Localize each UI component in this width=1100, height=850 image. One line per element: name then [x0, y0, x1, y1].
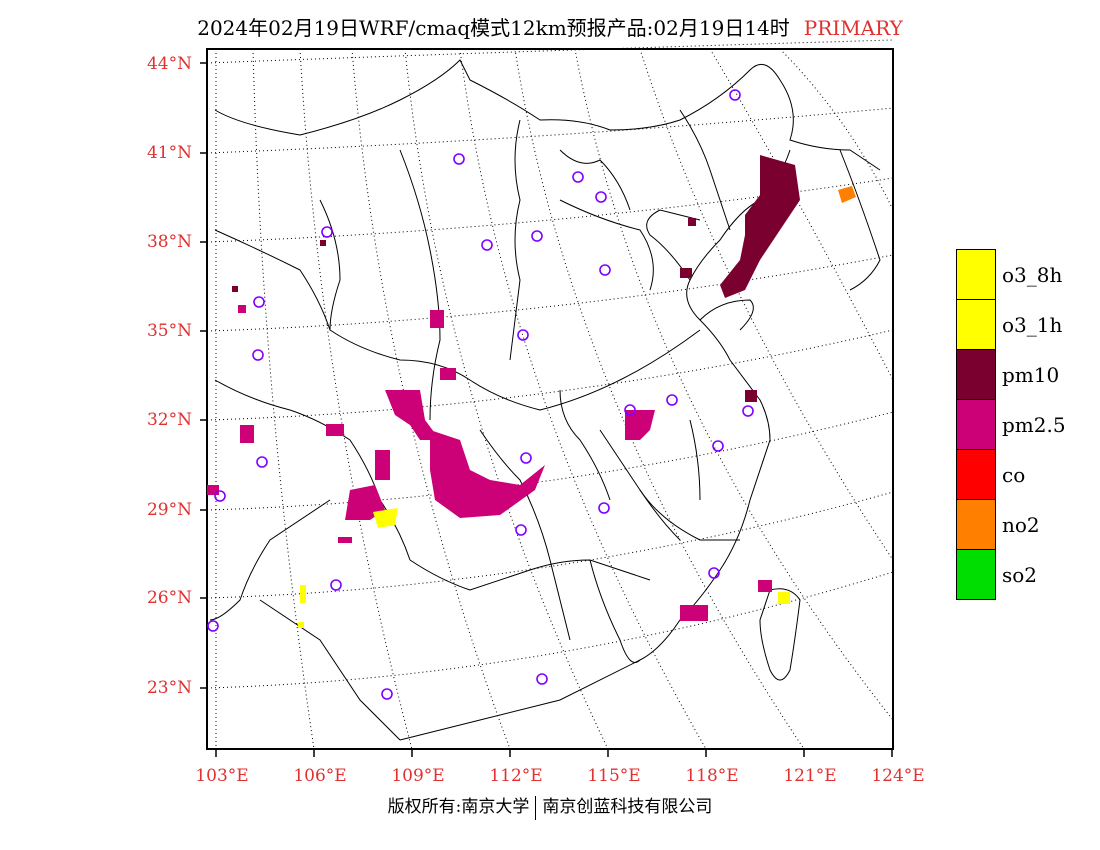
lat-label-23: 23°N	[146, 678, 192, 698]
circle-station-icon	[598, 502, 610, 514]
circle-station-icon	[666, 394, 678, 406]
legend-label: pm10	[1002, 363, 1060, 387]
lon-label-118: 118°E	[685, 766, 739, 786]
lon-label-106: 106°E	[293, 766, 347, 786]
lat-label-35: 35°N	[146, 321, 192, 341]
circle-station-icon	[742, 405, 754, 417]
pm10-areas	[232, 155, 800, 402]
circle-station-icon	[599, 264, 611, 276]
lon-label-124: 124°E	[871, 766, 925, 786]
legend-label: co	[1002, 463, 1026, 487]
circle-station-icon	[207, 620, 219, 632]
circle-station-icon	[214, 490, 226, 502]
legend-label: o3_8h	[1002, 263, 1063, 287]
legend-label: pm2.5	[1002, 413, 1066, 437]
circle-station-icon	[624, 404, 636, 416]
lon-label-112: 112°E	[489, 766, 543, 786]
legend-swatch	[956, 399, 996, 450]
station-markers	[207, 89, 754, 700]
lat-label-41: 41°N	[146, 143, 192, 163]
no2-areas	[838, 186, 856, 203]
lon-label-115: 115°E	[587, 766, 641, 786]
legend-swatch	[956, 549, 996, 600]
lon-label-103: 103°E	[195, 766, 249, 786]
legend-swatch	[956, 299, 996, 350]
circle-station-icon	[381, 688, 393, 700]
legend-swatch	[956, 249, 996, 300]
legend-swatch	[956, 349, 996, 400]
circle-station-icon	[330, 579, 342, 591]
legend-swatch	[956, 449, 996, 500]
circle-station-icon	[572, 171, 584, 183]
circle-station-icon	[515, 524, 527, 536]
circle-station-icon	[712, 440, 724, 452]
copyright-left: 版权所有:南京大学	[387, 797, 530, 817]
circle-station-icon	[517, 329, 529, 341]
lat-label-44: 44°N	[146, 54, 192, 74]
lon-label-121: 121°E	[783, 766, 837, 786]
lat-label-26: 26°N	[146, 588, 192, 608]
map-title: 2024年02月19日WRF/cmaq模式12km预报产品:02月19日14时 P…	[0, 12, 1100, 41]
legend-label: so2	[1002, 563, 1038, 587]
pm25-areas	[207, 305, 772, 621]
map-frame	[206, 48, 894, 750]
circle-station-icon	[536, 673, 548, 685]
legend-label: no2	[1002, 513, 1040, 537]
circle-station-icon	[481, 239, 493, 251]
circle-station-icon	[708, 567, 720, 579]
circle-station-icon	[531, 230, 543, 242]
footer-separator	[535, 795, 537, 820]
copyright-right: 南京创蓝科技有限公司	[542, 797, 713, 817]
circle-station-icon	[256, 456, 268, 468]
legend-swatch	[956, 499, 996, 550]
o3-areas	[298, 508, 790, 628]
title-text: 2024年02月19日WRF/cmaq模式12km预报产品:02月19日14时	[197, 16, 790, 40]
lat-label-29: 29°N	[146, 500, 192, 520]
circle-station-icon	[252, 349, 264, 361]
copyright-footer: 版权所有:南京大学 南京创蓝科技有限公司	[0, 792, 1100, 820]
circle-station-icon	[321, 226, 333, 238]
lat-label-38: 38°N	[146, 232, 192, 252]
lat-label-32: 32°N	[146, 410, 192, 430]
circle-station-icon	[253, 296, 265, 308]
primary-flag: PRIMARY	[803, 16, 903, 40]
circle-station-icon	[453, 153, 465, 165]
circle-station-icon	[595, 191, 607, 203]
lon-label-109: 109°E	[391, 766, 445, 786]
circle-station-icon	[729, 89, 741, 101]
legend-label: o3_1h	[1002, 313, 1063, 337]
graticule	[206, 39, 894, 750]
circle-station-icon	[520, 452, 532, 464]
tick-marks	[200, 62, 893, 757]
boundaries	[209, 59, 881, 741]
